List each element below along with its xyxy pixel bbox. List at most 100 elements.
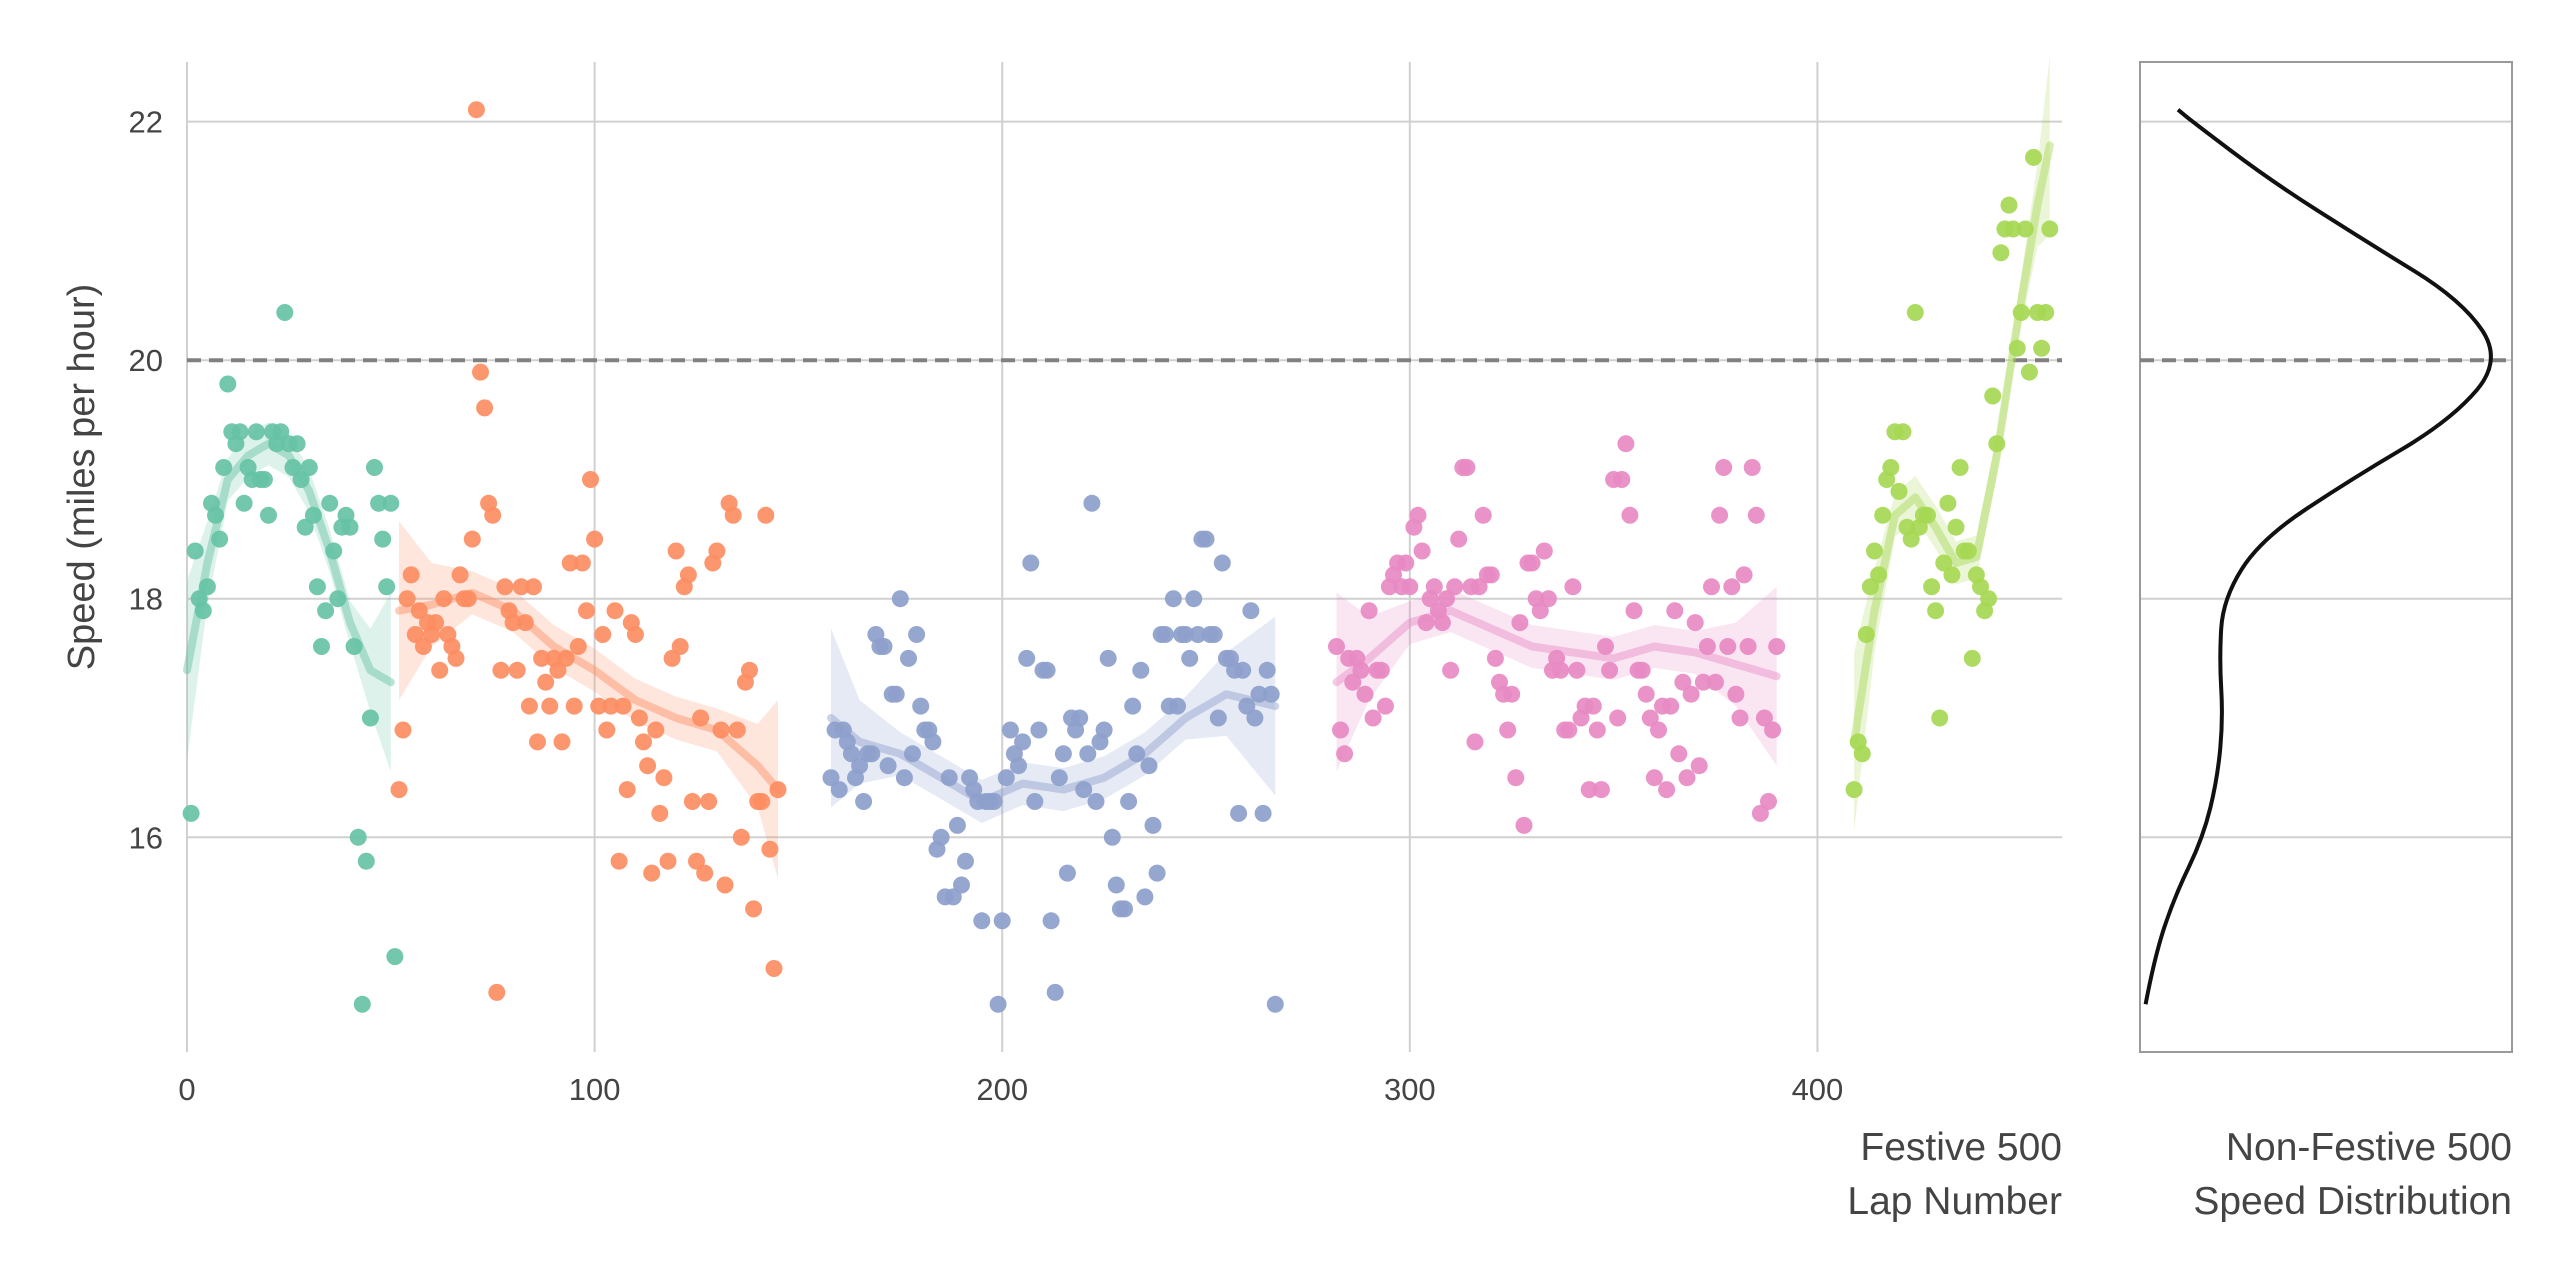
data-point-series-1 — [260, 506, 277, 524]
data-point-series-1 — [325, 542, 343, 560]
data-point-series-2 — [618, 781, 636, 799]
data-point-series-3 — [1046, 983, 1064, 1001]
main-plot-panel: 0 100 200 300 400 16 18 20 22 Speed (miles per ho… — [61, 56, 2062, 1223]
data-point-series-2 — [435, 590, 453, 608]
data-point-series-1 — [300, 459, 318, 476]
data-point-series-2 — [390, 781, 408, 799]
data-point-series-3 — [973, 912, 991, 930]
data-point-series-5 — [2016, 220, 2034, 238]
data-point-series-2 — [512, 578, 530, 596]
data-point-series-3 — [1238, 697, 1256, 715]
data-point-series-1 — [198, 578, 216, 596]
data-point-series-3 — [1103, 828, 1121, 846]
data-point-series-3 — [1156, 626, 1174, 643]
data-point-series-2 — [671, 638, 689, 655]
data-point-series-1 — [386, 948, 404, 966]
data-point-series-3 — [924, 733, 942, 751]
confidence-band-series-4 — [1336, 586, 1777, 772]
data-point-series-1 — [194, 602, 212, 620]
data-point-series-4 — [1674, 673, 1692, 691]
data-point-series-3 — [1197, 530, 1215, 548]
data-point-series-5 — [1902, 530, 1920, 548]
data-point-series-2 — [586, 530, 604, 548]
data-point-series-3 — [1205, 626, 1223, 643]
data-point-series-4 — [1670, 745, 1688, 763]
data-point-series-5 — [1959, 542, 1977, 560]
data-point-series-1 — [349, 828, 367, 846]
data-point-series-1 — [215, 459, 233, 476]
side-axis-title-line-1: Non-Festive 500 — [2226, 1126, 2512, 1169]
data-point-series-3 — [879, 757, 897, 775]
data-point-series-2 — [406, 626, 424, 643]
data-point-series-4 — [1474, 506, 1492, 524]
data-point-series-2 — [667, 542, 685, 560]
data-point-series-3 — [830, 781, 848, 799]
data-point-series-4 — [1601, 661, 1619, 679]
data-point-series-4 — [1666, 602, 1684, 620]
data-point-series-5 — [1939, 494, 1957, 512]
y-tick-label: 18 — [129, 582, 163, 617]
data-point-series-4 — [1735, 566, 1753, 584]
data-point-series-4 — [1743, 459, 1761, 476]
data-point-series-4 — [1686, 614, 1704, 632]
data-point-series-4 — [1413, 542, 1431, 560]
data-point-series-3 — [1026, 793, 1044, 810]
data-point-series-1 — [378, 578, 396, 596]
data-point-series-3 — [863, 745, 881, 763]
data-point-series-2 — [724, 506, 742, 524]
x-tick-label: 0 — [178, 1072, 195, 1107]
confidence-band-series-3 — [831, 616, 1276, 823]
data-point-series-3 — [953, 876, 970, 894]
data-point-series-5 — [1870, 566, 1888, 584]
data-point-series-2 — [557, 649, 575, 667]
data-point-series-2 — [582, 471, 599, 488]
data-point-series-1 — [219, 375, 237, 393]
data-point-series-2 — [683, 793, 701, 810]
data-point-series-4 — [1768, 638, 1786, 655]
data-point-series-3 — [1058, 864, 1076, 882]
data-point-series-1 — [308, 578, 326, 596]
data-point-series-5 — [2004, 220, 2022, 238]
data-point-series-3 — [1254, 804, 1272, 822]
data-point-series-3 — [1124, 697, 1142, 715]
data-point-series-4 — [1466, 733, 1484, 751]
data-point-series-2 — [745, 900, 763, 918]
data-point-series-4 — [1360, 602, 1378, 620]
data-point-series-5 — [1935, 554, 1953, 572]
data-point-series-4 — [1507, 769, 1525, 787]
trend-line-series-3 — [827, 690, 1280, 806]
data-point-series-2 — [696, 864, 714, 882]
data-point-series-3 — [1250, 685, 1268, 703]
data-point-series-2 — [602, 697, 620, 715]
data-point-series-4 — [1486, 649, 1504, 667]
side-panel-frame — [2139, 61, 2513, 1053]
x-axis-title-line-2: Lap Number — [1847, 1180, 2062, 1223]
data-point-series-2 — [741, 661, 758, 679]
data-point-series-4 — [1597, 638, 1614, 655]
data-point-series-3 — [900, 649, 917, 667]
data-point-series-3 — [997, 769, 1015, 787]
data-point-series-3 — [1177, 626, 1195, 643]
confidence-band-series-2 — [399, 521, 778, 879]
data-point-series-3 — [895, 769, 913, 787]
data-point-series-2 — [492, 661, 510, 679]
data-point-series-4 — [1531, 602, 1549, 620]
data-point-series-2 — [573, 554, 591, 572]
data-point-series-4 — [1633, 661, 1651, 679]
data-point-series-4 — [1641, 709, 1659, 727]
data-point-series-5 — [1882, 459, 1900, 476]
data-point-series-2 — [451, 566, 469, 584]
data-point-series-3 — [1140, 757, 1158, 775]
y-tick-label: 16 — [129, 820, 163, 855]
data-point-series-3 — [1213, 554, 1231, 572]
data-point-series-3 — [948, 816, 966, 834]
data-point-series-4 — [1637, 685, 1655, 703]
data-point-series-3 — [932, 828, 950, 846]
data-point-series-4 — [1588, 721, 1606, 739]
x-tick-label: 300 — [1384, 1072, 1436, 1107]
x-tick-label: 100 — [569, 1072, 621, 1107]
data-point-series-2 — [529, 733, 546, 751]
data-point-series-3 — [1258, 661, 1276, 679]
data-point-series-4 — [1621, 506, 1639, 524]
data-point-series-2 — [484, 506, 502, 524]
